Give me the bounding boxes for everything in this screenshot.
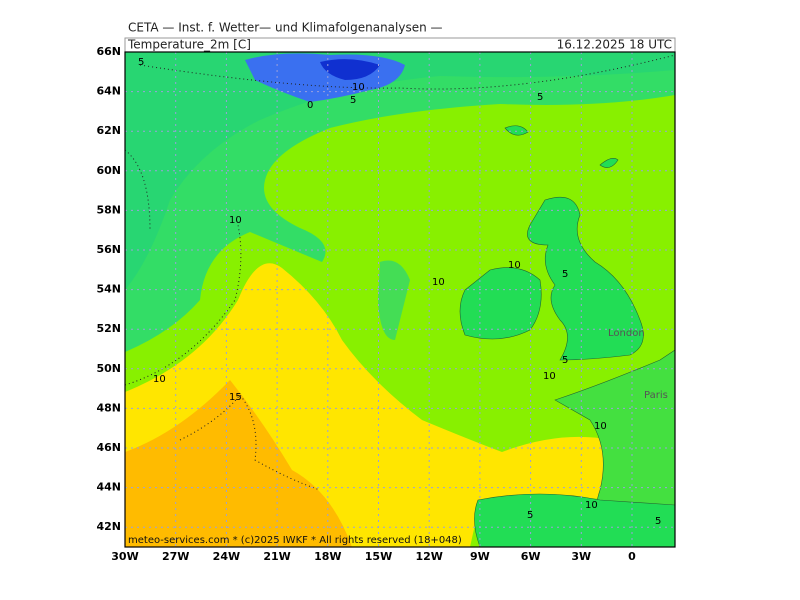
lon-label: 15W xyxy=(365,550,392,563)
lat-label: 50N xyxy=(96,362,121,375)
ireland xyxy=(459,267,542,340)
lat-label: 52N xyxy=(96,322,121,335)
lon-label: 27W xyxy=(162,550,189,563)
contour-label: 5 xyxy=(350,95,356,106)
city-label: Paris xyxy=(644,390,668,401)
lon-label: 24W xyxy=(213,550,240,563)
contour-label: 10 xyxy=(543,371,556,382)
contour-label: 5 xyxy=(527,510,533,521)
contour-label: 10 xyxy=(508,260,521,271)
contour-label: 5 xyxy=(562,269,568,280)
lat-label: 56N xyxy=(96,243,121,256)
cool-region xyxy=(125,52,675,352)
lon-label: 21W xyxy=(263,550,290,563)
lat-label: 46N xyxy=(96,441,121,454)
contour-label: 10 xyxy=(594,421,607,432)
contour-label: 10 xyxy=(352,82,365,93)
islands xyxy=(504,125,619,168)
axis-labels: 66N 64N 62N 60N 58N 56N 54N 52N 50N 48N 46N 44N 42N 3… xyxy=(96,45,636,563)
source: CETA — Inst. f. Wetter— und Klimafolgena… xyxy=(128,21,443,35)
warmer-region xyxy=(125,380,352,547)
lat-label: 62N xyxy=(96,124,121,137)
lat-label: 44N xyxy=(96,481,121,494)
lon-label: 30W xyxy=(111,550,138,563)
city-label: London xyxy=(608,328,645,339)
cool-tongue xyxy=(378,260,410,340)
contour-label: 10 xyxy=(432,277,445,288)
lon-label: 9W xyxy=(470,550,490,563)
footer: meteo-services.com * (c)2025 IWKF * All … xyxy=(128,535,462,546)
lat-label: 48N xyxy=(96,401,121,414)
contour-label: 5 xyxy=(138,57,144,68)
valid-time: 16.12.2025 18 UTC xyxy=(557,38,672,52)
lat-label: 66N xyxy=(96,45,121,58)
contour-label: 10 xyxy=(153,374,166,385)
contour-label: 5 xyxy=(562,355,568,366)
lat-label: 42N xyxy=(96,520,121,533)
map-frame xyxy=(124,51,676,548)
contour-label: 5 xyxy=(655,516,661,527)
contour-label: 15 xyxy=(229,392,242,403)
lon-label: 3W xyxy=(571,550,591,563)
iberia xyxy=(474,493,675,547)
lat-label: 64N xyxy=(96,85,121,98)
lon-label: 18W xyxy=(314,550,341,563)
iceland-core xyxy=(320,59,380,80)
parameter: Temperature_2m [C] xyxy=(127,38,251,52)
contour-label: 10 xyxy=(585,500,598,511)
lat-label: 54N xyxy=(96,283,121,296)
lat-label: 58N xyxy=(96,203,121,216)
contour-label: 0 xyxy=(307,100,313,111)
contour-label: 5 xyxy=(537,92,543,103)
lon-label: 0 xyxy=(628,550,636,563)
lon-label: 12W xyxy=(415,550,442,563)
lat-label: 60N xyxy=(96,164,121,177)
map-field xyxy=(125,52,675,547)
great-britain xyxy=(527,196,644,361)
contour-label: 10 xyxy=(229,215,242,226)
cooler-region xyxy=(125,52,675,290)
graticule xyxy=(125,52,675,547)
lon-label: 6W xyxy=(521,550,541,563)
contour-line xyxy=(179,394,321,491)
